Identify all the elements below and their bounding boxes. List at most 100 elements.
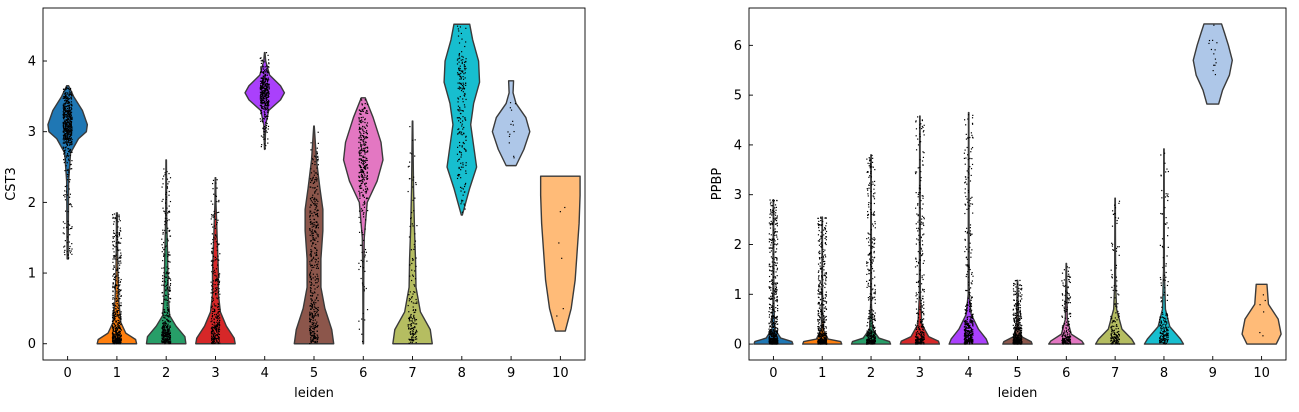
data-point [265, 114, 266, 115]
data-point [513, 131, 514, 132]
data-point [867, 193, 868, 194]
data-point [166, 314, 167, 315]
data-point [870, 171, 871, 172]
data-point [63, 221, 64, 222]
data-point [465, 68, 466, 69]
data-point [818, 272, 819, 273]
data-point [163, 315, 164, 316]
data-point [869, 163, 870, 164]
data-point [66, 185, 67, 186]
data-point [117, 310, 118, 311]
data-point [824, 238, 825, 239]
data-point [362, 284, 363, 285]
data-point [114, 279, 115, 280]
data-point [826, 218, 827, 219]
data-point [823, 259, 824, 260]
data-point [112, 336, 113, 337]
data-point [313, 212, 314, 213]
data-point [822, 304, 823, 305]
data-point [268, 100, 269, 101]
data-point [313, 267, 314, 268]
data-point [314, 329, 315, 330]
data-point [316, 342, 317, 343]
data-point [310, 272, 311, 273]
data-point [167, 324, 168, 325]
data-point [266, 127, 267, 128]
data-point [868, 171, 869, 172]
data-point [312, 158, 313, 159]
data-point [464, 88, 465, 89]
data-point [825, 284, 826, 285]
data-point [170, 285, 171, 286]
data-point [316, 199, 317, 200]
data-point [162, 233, 163, 234]
data-point [261, 98, 262, 99]
data-point [870, 234, 871, 235]
data-point [219, 340, 220, 341]
data-point [360, 166, 361, 167]
data-point [414, 319, 415, 320]
data-point [314, 316, 315, 317]
data-point [118, 280, 119, 281]
data-point [412, 179, 413, 180]
data-point [167, 280, 168, 281]
data-point [460, 203, 461, 204]
data-point [168, 252, 169, 253]
data-point [68, 119, 69, 120]
data-point [360, 121, 361, 122]
data-point [267, 102, 268, 103]
data-point [115, 311, 116, 312]
data-point [168, 329, 169, 330]
data-point [415, 332, 416, 333]
data-point [65, 126, 66, 127]
data-point [359, 127, 360, 128]
data-point [116, 291, 117, 292]
data-point [410, 325, 411, 326]
data-point [824, 261, 825, 262]
data-point [317, 326, 318, 327]
data-point [465, 72, 466, 73]
data-point [63, 142, 64, 143]
data-point [874, 221, 875, 222]
data-point [776, 200, 777, 201]
data-point [213, 325, 214, 326]
data-point [267, 123, 268, 124]
data-point [214, 309, 215, 310]
data-point [411, 212, 412, 213]
data-point [874, 243, 875, 244]
data-point [818, 289, 819, 290]
data-point [318, 164, 319, 165]
data-point [362, 117, 363, 118]
data-point [112, 286, 113, 287]
data-point [262, 121, 263, 122]
data-point [162, 326, 163, 327]
data-point [162, 247, 163, 248]
data-point [774, 317, 775, 318]
data-point [266, 52, 267, 53]
data-point [412, 337, 413, 338]
data-point [212, 301, 213, 302]
data-point [364, 157, 365, 158]
data-point [410, 333, 411, 334]
data-point [364, 197, 365, 198]
data-point [822, 324, 823, 325]
data-point [464, 118, 465, 119]
data-point [461, 51, 462, 52]
data-point [211, 271, 212, 272]
data-point [66, 156, 67, 157]
data-point [824, 250, 825, 251]
data-point [415, 257, 416, 258]
data-point [466, 162, 467, 163]
data-point [170, 235, 171, 236]
data-point [215, 235, 216, 236]
data-point [773, 201, 774, 202]
data-point [411, 336, 412, 337]
data-point [770, 224, 771, 225]
data-point [117, 259, 118, 260]
data-point [312, 239, 313, 240]
data-point [70, 203, 71, 204]
data-point [117, 268, 118, 269]
data-point [215, 335, 216, 336]
data-point [361, 174, 362, 175]
data-point [64, 103, 65, 104]
